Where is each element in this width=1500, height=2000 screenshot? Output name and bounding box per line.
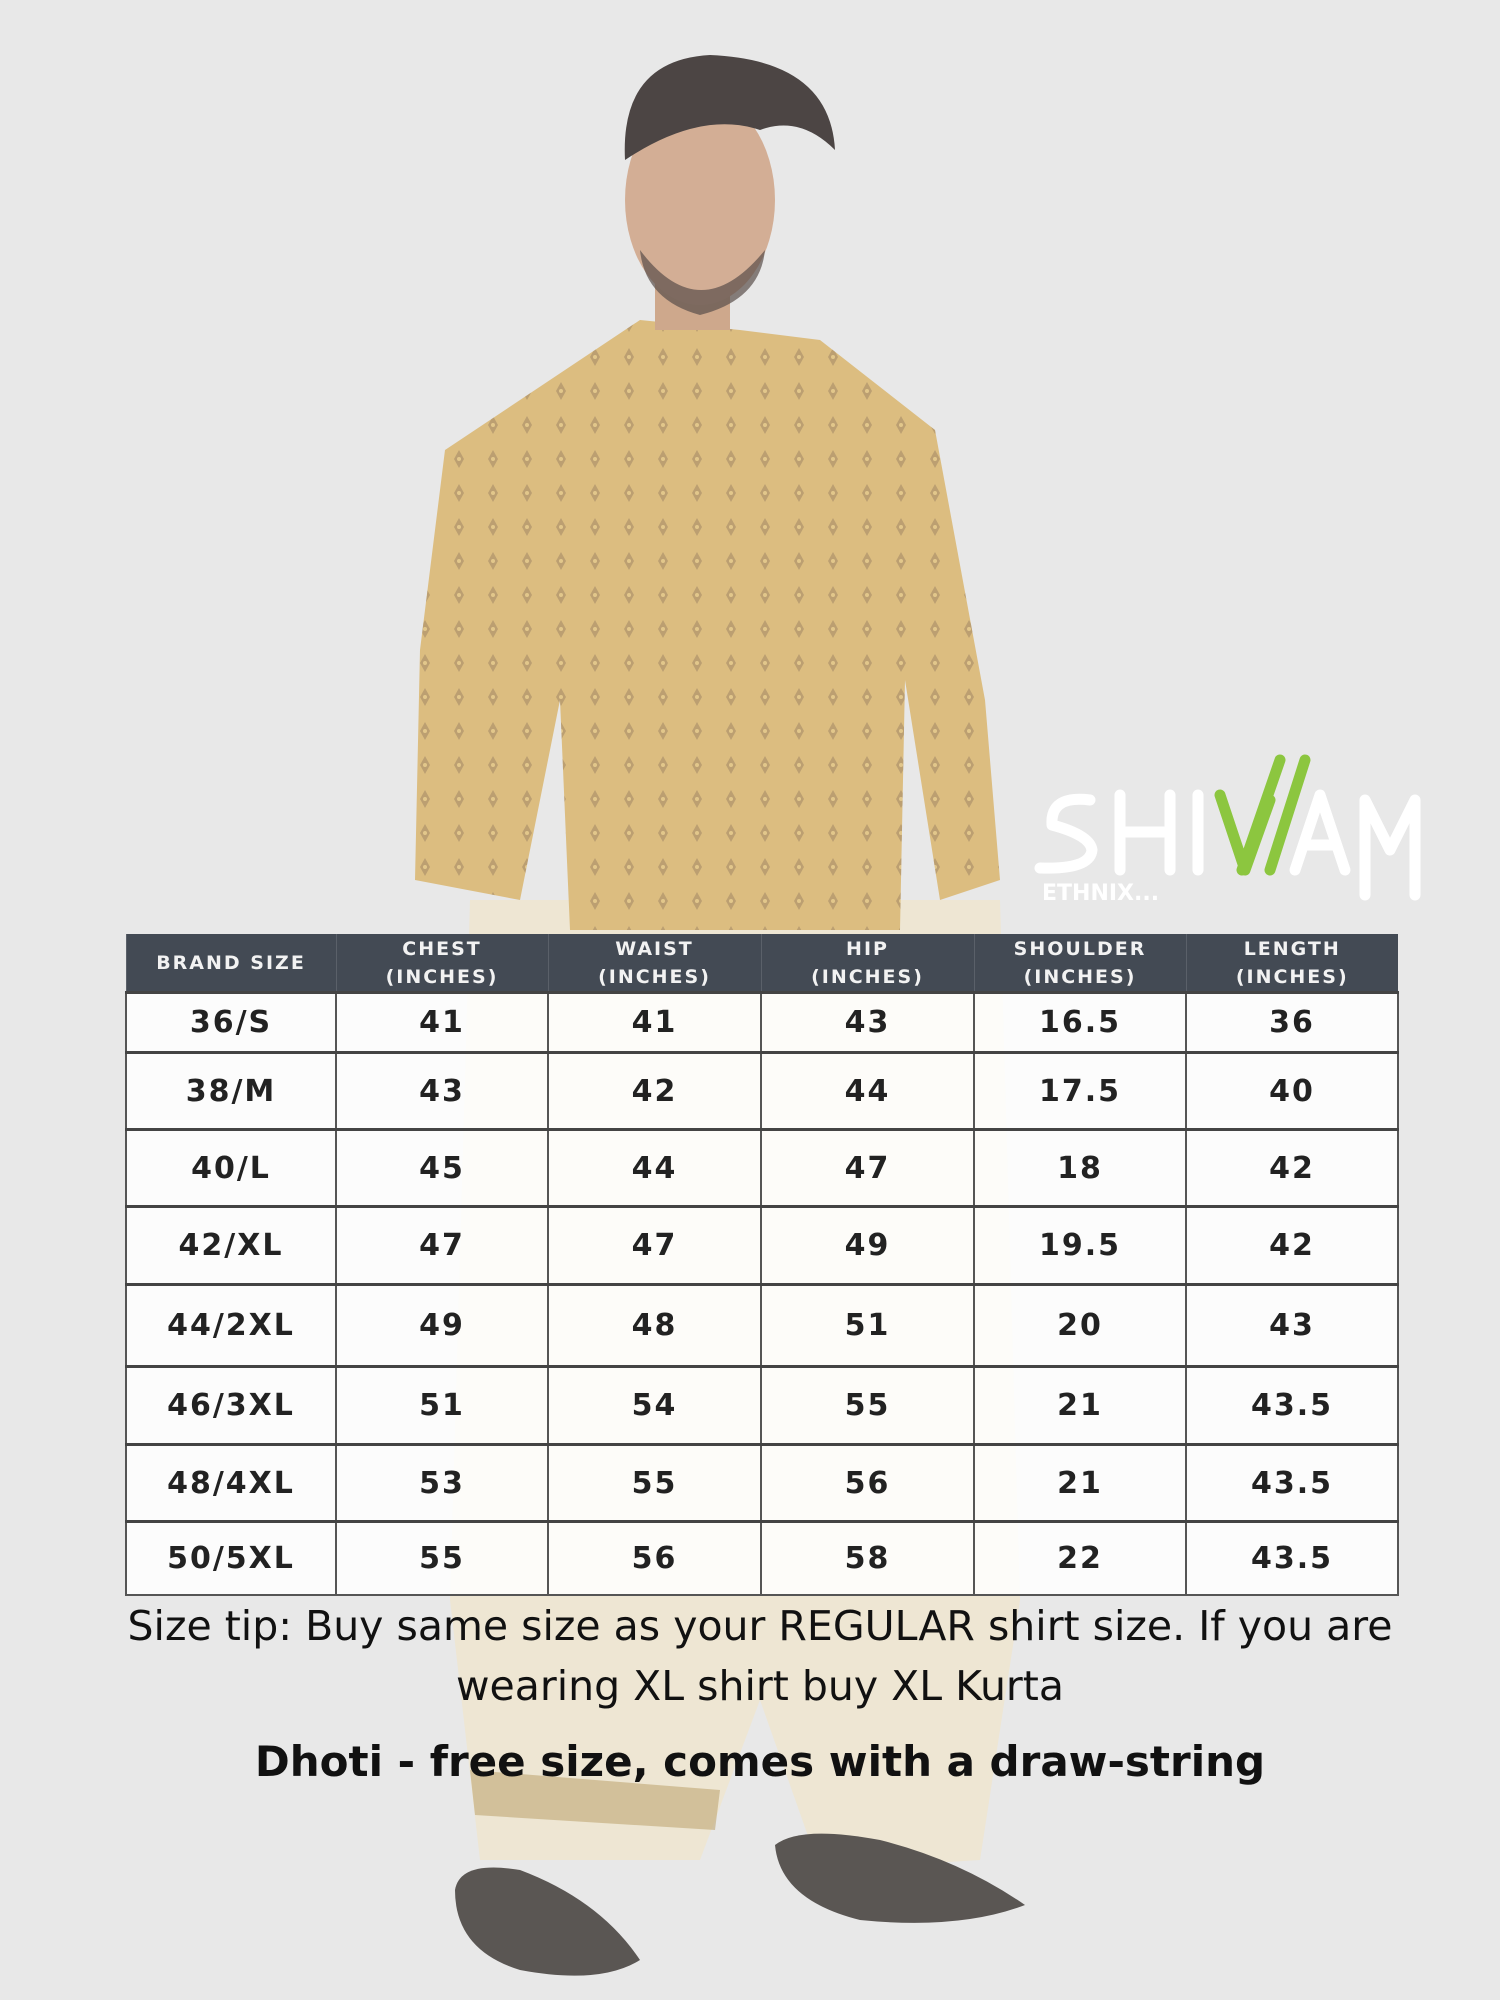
header-label: WAIST xyxy=(615,937,694,960)
measurement-cell: 43 xyxy=(760,991,975,1054)
brand-size-cell: 50/5XL xyxy=(125,1520,337,1596)
measurement-cell: 43 xyxy=(1185,1283,1399,1368)
brand-size-cell: 42/XL xyxy=(125,1205,337,1286)
header-unit: (INCHES) xyxy=(1023,965,1137,988)
measurement-cell: 36 xyxy=(1185,991,1399,1054)
measurement-cell: 47 xyxy=(335,1205,549,1286)
measurement-cell: 43.5 xyxy=(1185,1520,1399,1596)
measurement-cell: 53 xyxy=(335,1443,549,1523)
measurement-cell: 40 xyxy=(1185,1051,1399,1131)
measurement-cell: 16.5 xyxy=(973,991,1187,1054)
measurement-cell: 56 xyxy=(760,1443,975,1523)
measurement-cell: 55 xyxy=(760,1365,975,1446)
measurement-cell: 44 xyxy=(547,1128,762,1208)
brand-size-cell: 48/4XL xyxy=(125,1443,337,1523)
header-unit: (INCHES) xyxy=(598,965,711,988)
dhoti-note: Dhoti - free size, comes with a draw-str… xyxy=(254,1737,1266,1786)
measurement-cell: 19.5 xyxy=(973,1205,1187,1286)
measurement-cell: 55 xyxy=(335,1520,549,1596)
hair xyxy=(624,55,835,160)
measurement-cell: 43.5 xyxy=(1185,1443,1399,1523)
header-label: CHEST xyxy=(402,937,482,960)
measurement-cell: 49 xyxy=(760,1205,975,1286)
measurement-cell: 17.5 xyxy=(973,1051,1187,1131)
measurement-cell: 49 xyxy=(335,1283,549,1368)
measurement-cell: 54 xyxy=(547,1365,762,1446)
header-unit: (INCHES) xyxy=(1235,965,1349,988)
measurement-cell: 41 xyxy=(335,991,549,1054)
table-row: 38/M 43 42 44 17.5 40 xyxy=(125,1051,1399,1131)
table-row: 48/4XL 53 55 56 21 43.5 xyxy=(125,1443,1399,1523)
measurement-cell: 43 xyxy=(335,1051,549,1131)
table-row: 46/3XL 51 54 55 21 43.5 xyxy=(125,1365,1399,1446)
measurement-cell: 43.5 xyxy=(1185,1365,1399,1446)
measurement-cell: 41 xyxy=(547,991,762,1054)
shiwam-ethnix-logo: ETHNIX... xyxy=(1034,754,1421,905)
header-hip: HIP (INCHES) xyxy=(760,934,974,993)
table-header-row: BRAND SIZE CHEST (INCHES) WAIST (INCHES) H… xyxy=(125,934,1398,993)
measurement-cell: 21 xyxy=(973,1443,1187,1523)
measurement-cell: 42 xyxy=(547,1051,762,1131)
measurement-cell: 51 xyxy=(760,1283,975,1368)
table-row: 42/XL 47 47 49 19.5 42 xyxy=(125,1205,1399,1286)
brand-size-cell: 40/L xyxy=(125,1128,337,1208)
header-chest: CHEST (INCHES) xyxy=(335,934,548,993)
measurement-cell: 48 xyxy=(547,1283,762,1368)
shoe-right xyxy=(775,1833,1025,1923)
measurement-cell: 47 xyxy=(760,1128,975,1208)
measurement-cell: 21 xyxy=(973,1365,1187,1446)
table-row: 40/L 45 44 47 18 42 xyxy=(125,1128,1399,1208)
brand-size-cell: 44/2XL xyxy=(125,1283,337,1368)
header-label: SHOULDER xyxy=(1013,937,1147,960)
header-waist: WAIST (INCHES) xyxy=(547,934,761,993)
table-row: 44/2XL 49 48 51 20 43 xyxy=(125,1283,1399,1368)
measurement-cell: 42 xyxy=(1185,1128,1399,1208)
brand-size-cell: 38/M xyxy=(125,1051,337,1131)
measurement-cell: 42 xyxy=(1185,1205,1399,1286)
measurement-cell: 56 xyxy=(547,1520,762,1596)
measurement-cell: 44 xyxy=(760,1051,975,1131)
measurement-cell: 20 xyxy=(973,1283,1187,1368)
measurement-cell: 58 xyxy=(760,1520,975,1596)
measurement-cell: 55 xyxy=(547,1443,762,1523)
size-tip: Size tip: Buy same size as your REGULAR … xyxy=(127,1602,1393,1710)
brand-size-cell: 36/S xyxy=(125,991,337,1054)
measurement-cell: 47 xyxy=(547,1205,762,1286)
header-brand-size: BRAND SIZE xyxy=(125,934,336,993)
shoe-left xyxy=(455,1867,640,1976)
logo-tagline: ETHNIX... xyxy=(1042,881,1159,905)
header-length: LENGTH (INCHES) xyxy=(1185,934,1398,993)
header-unit: (INCHES) xyxy=(811,965,924,988)
table-row: 36/S 41 41 43 16.5 36 xyxy=(125,991,1399,1054)
table-row: 50/5XL 55 56 58 22 43.5 xyxy=(125,1520,1399,1596)
header-label: LENGTH xyxy=(1243,937,1341,960)
measurement-cell: 22 xyxy=(973,1520,1187,1596)
brand-size-cell: 46/3XL xyxy=(125,1365,337,1446)
header-label: BRAND SIZE xyxy=(156,951,306,974)
head xyxy=(625,95,775,305)
size-chart-table: BRAND SIZE CHEST (INCHES) WAIST (INCHES) H… xyxy=(125,934,1399,1596)
header-shoulder: SHOULDER (INCHES) xyxy=(973,934,1186,993)
header-unit: (INCHES) xyxy=(385,965,499,988)
measurement-cell: 45 xyxy=(335,1128,549,1208)
measurement-cell: 51 xyxy=(335,1365,549,1446)
header-label: HIP xyxy=(846,937,889,960)
measurement-cell: 18 xyxy=(973,1128,1187,1208)
